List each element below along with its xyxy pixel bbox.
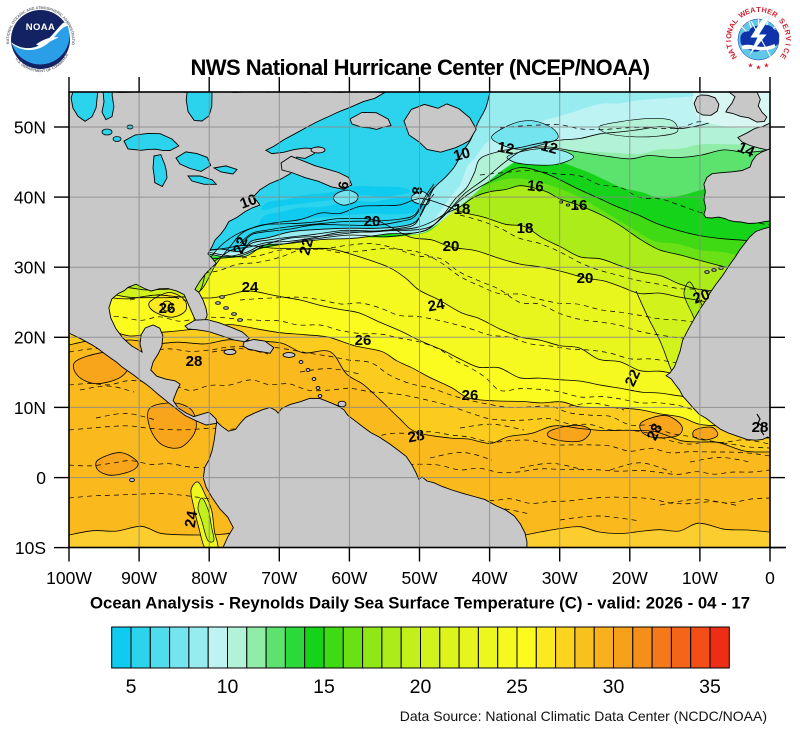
svg-text:6: 6 [335, 180, 352, 191]
svg-text:80W: 80W [191, 568, 227, 588]
svg-text:★: ★ [764, 62, 770, 70]
svg-text:40N: 40N [14, 187, 46, 207]
svg-text:V: V [784, 36, 793, 41]
svg-text:16: 16 [526, 177, 544, 195]
svg-text:C: C [781, 47, 792, 56]
svg-text:20N: 20N [14, 328, 46, 348]
svg-text:20: 20 [410, 676, 432, 698]
svg-text:12: 12 [539, 137, 560, 158]
svg-text:20: 20 [577, 270, 594, 287]
svg-text:A: A [749, 5, 757, 15]
svg-text:N: N [725, 27, 735, 35]
svg-text:L: L [730, 16, 740, 25]
svg-text:★: ★ [748, 62, 754, 70]
svg-text:30W: 30W [542, 568, 578, 588]
svg-text:W: W [737, 9, 748, 20]
svg-text:28: 28 [752, 419, 769, 436]
svg-text:28: 28 [644, 421, 666, 443]
svg-text:35: 35 [699, 676, 721, 698]
svg-text:0: 0 [36, 468, 46, 488]
svg-text:24: 24 [242, 279, 259, 296]
svg-text:100W: 100W [46, 568, 92, 588]
svg-text:14: 14 [735, 139, 758, 162]
svg-text:E: E [766, 7, 774, 17]
svg-text:22: 22 [622, 367, 644, 389]
svg-text:10S: 10S [15, 538, 46, 558]
svg-text:26: 26 [462, 387, 479, 404]
svg-text:18: 18 [517, 220, 534, 237]
svg-text:10W: 10W [682, 568, 718, 588]
svg-text:R: R [783, 29, 793, 37]
svg-text:10: 10 [217, 676, 239, 698]
svg-text:15: 15 [313, 676, 335, 698]
svg-text:26: 26 [159, 300, 176, 317]
svg-text:0: 0 [765, 568, 775, 588]
svg-text:26: 26 [355, 332, 372, 349]
svg-text:Data Source: National Climatic: Data Source: National Climatic Data Cent… [400, 708, 767, 724]
svg-text:O: O [724, 32, 734, 39]
svg-text:60W: 60W [331, 568, 367, 588]
svg-text:50W: 50W [402, 568, 438, 588]
svg-text:28: 28 [186, 353, 203, 370]
svg-text:A: A [727, 20, 738, 30]
svg-text:5: 5 [126, 676, 137, 698]
svg-text:40W: 40W [472, 568, 508, 588]
svg-text:16: 16 [571, 197, 588, 214]
svg-text:18: 18 [454, 201, 471, 218]
svg-text:10N: 10N [14, 398, 46, 418]
svg-text:S: S [777, 16, 787, 25]
svg-text:I: I [783, 43, 792, 47]
svg-text:90W: 90W [121, 568, 157, 588]
svg-text:8: 8 [409, 186, 426, 195]
svg-text:NOAA: NOAA [26, 22, 56, 33]
svg-text:30: 30 [603, 676, 625, 698]
svg-text:E: E [780, 22, 790, 30]
svg-text:★: ★ [756, 64, 762, 72]
svg-text:20: 20 [443, 238, 460, 255]
svg-text:T: T [724, 43, 734, 50]
svg-text:E: E [743, 7, 751, 17]
svg-text:22: 22 [230, 235, 252, 256]
svg-text:30N: 30N [14, 258, 46, 278]
svg-text:20: 20 [691, 286, 712, 308]
svg-text:NWS National Hurricane Center: NWS National Hurricane Center (NCEP/NOAA… [190, 55, 649, 80]
svg-text:10: 10 [452, 144, 473, 165]
svg-text:24: 24 [182, 509, 202, 529]
svg-text:E: E [778, 52, 788, 61]
svg-text:24: 24 [427, 296, 447, 316]
svg-text:Ocean Analysis - Reynolds Dail: Ocean Analysis - Reynolds Daily Sea Surf… [90, 594, 750, 613]
svg-text:10: 10 [238, 191, 259, 213]
svg-text:N: N [728, 52, 738, 61]
svg-text:I: I [724, 40, 733, 42]
svg-text:20: 20 [364, 213, 381, 230]
svg-text:12: 12 [496, 139, 515, 159]
svg-text:50N: 50N [14, 117, 46, 137]
svg-text:28: 28 [407, 427, 426, 447]
svg-text:A: A [726, 47, 737, 56]
svg-text:H: H [761, 5, 768, 15]
svg-text:20W: 20W [612, 568, 648, 588]
svg-text:T: T [756, 5, 761, 14]
svg-text:R: R [770, 9, 780, 20]
svg-text:70W: 70W [261, 568, 297, 588]
svg-text:22: 22 [296, 237, 317, 258]
svg-text:25: 25 [506, 676, 528, 698]
